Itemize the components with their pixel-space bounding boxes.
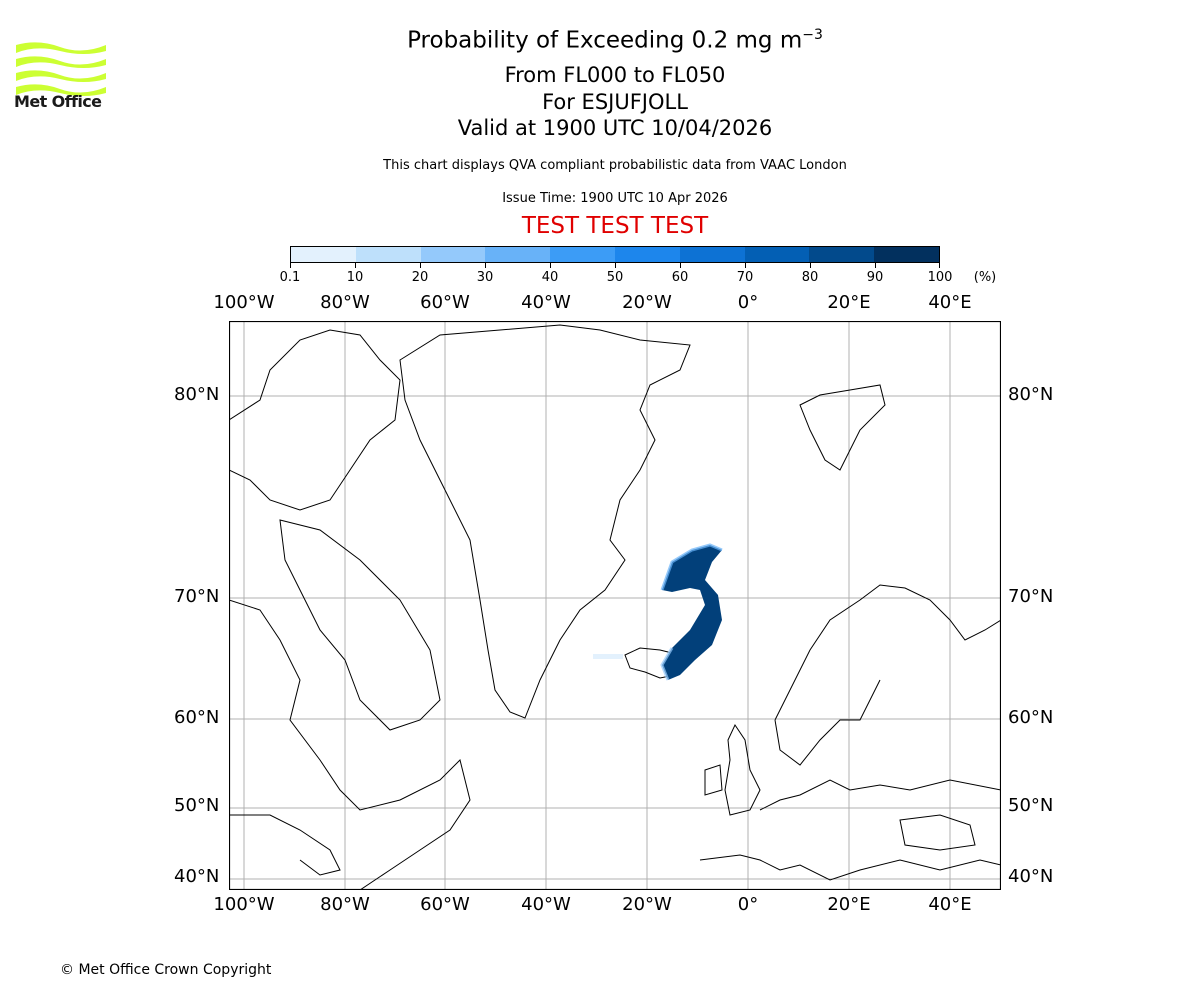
lat-label-left: 50°N bbox=[174, 795, 220, 816]
lon-label-bottom: 20°W bbox=[622, 894, 672, 915]
lat-label-right: 70°N bbox=[1008, 586, 1054, 607]
lon-label-bottom: 40°W bbox=[521, 894, 571, 915]
lon-label-bottom: 60°W bbox=[420, 894, 470, 915]
lon-label-top: 40°E bbox=[928, 292, 972, 313]
lon-label-bottom: 0° bbox=[737, 894, 759, 915]
lon-label-top: 20°W bbox=[622, 292, 672, 313]
lat-label-left: 40°N bbox=[174, 866, 220, 887]
lon-label-top: 0° bbox=[737, 292, 759, 313]
colorbar-unit: (%) bbox=[973, 270, 997, 285]
lat-label-right: 40°N bbox=[1008, 866, 1054, 887]
colorbar-bin bbox=[744, 247, 810, 262]
colorbar-tick-label: 80 bbox=[801, 270, 819, 285]
colorbar-tick-label: 90 bbox=[866, 270, 884, 285]
lon-label-top: 20°E bbox=[827, 292, 871, 313]
lon-label-top: 60°W bbox=[420, 292, 470, 313]
issue-time: Issue Time: 1900 UTC 10 Apr 2026 bbox=[502, 191, 728, 206]
coastlines bbox=[229, 324, 1001, 890]
test-banner: TEST TEST TEST bbox=[521, 213, 709, 239]
colorbar-tick-label: 30 bbox=[476, 270, 494, 285]
met-office-logo-icon bbox=[16, 42, 106, 96]
lat-label-left: 60°N bbox=[174, 707, 220, 728]
colorbar-tick-label: 70 bbox=[736, 270, 754, 285]
lon-label-bottom: 80°W bbox=[320, 894, 370, 915]
gridlines bbox=[229, 321, 1001, 890]
volcano-name: For ESJUFJOLL bbox=[542, 90, 688, 114]
lon-label-bottom: 20°E bbox=[827, 894, 871, 915]
colorbar bbox=[290, 246, 940, 263]
colorbar-bin bbox=[809, 247, 875, 262]
ash-plume bbox=[593, 543, 723, 681]
chart-title: Probability of Exceeding 0.2 mg m−3 bbox=[407, 27, 823, 54]
map-area[interactable] bbox=[229, 321, 1001, 890]
lat-label-right: 60°N bbox=[1008, 707, 1054, 728]
colorbar-tick-label: 100 bbox=[927, 270, 953, 285]
lon-label-top: 100°W bbox=[213, 292, 275, 313]
lat-label-left: 70°N bbox=[174, 586, 220, 607]
lon-label-bottom: 40°E bbox=[928, 894, 972, 915]
valid-time: Valid at 1900 UTC 10/04/2026 bbox=[457, 116, 773, 140]
colorbar-bin bbox=[550, 247, 615, 262]
colorbar-bin bbox=[614, 247, 680, 262]
colorbar-tick-label: 0.1 bbox=[279, 270, 301, 285]
logo-text: Met Office bbox=[14, 92, 102, 111]
colorbar-bin bbox=[355, 247, 421, 262]
description: This chart displays QVA compliant probab… bbox=[383, 158, 847, 173]
colorbar-bin bbox=[291, 247, 356, 262]
copyright: © Met Office Crown Copyright bbox=[60, 962, 272, 978]
lat-label-left: 80°N bbox=[174, 384, 220, 405]
colorbar-tick-label: 10 bbox=[346, 270, 364, 285]
colorbar-tick-label: 60 bbox=[671, 270, 689, 285]
colorbar-bin bbox=[485, 247, 551, 262]
lon-label-top: 80°W bbox=[320, 292, 370, 313]
colorbar-bin bbox=[420, 247, 486, 262]
lat-label-right: 80°N bbox=[1008, 384, 1054, 405]
colorbar-tick-label: 50 bbox=[606, 270, 624, 285]
lon-label-bottom: 100°W bbox=[213, 894, 275, 915]
colorbar-tick-label: 40 bbox=[541, 270, 559, 285]
lon-label-top: 40°W bbox=[521, 292, 571, 313]
flight-levels: From FL000 to FL050 bbox=[504, 63, 726, 87]
colorbar-tick-label: 20 bbox=[411, 270, 429, 285]
colorbar-bin bbox=[679, 247, 745, 262]
colorbar-bin bbox=[874, 247, 939, 262]
lat-label-right: 50°N bbox=[1008, 795, 1054, 816]
